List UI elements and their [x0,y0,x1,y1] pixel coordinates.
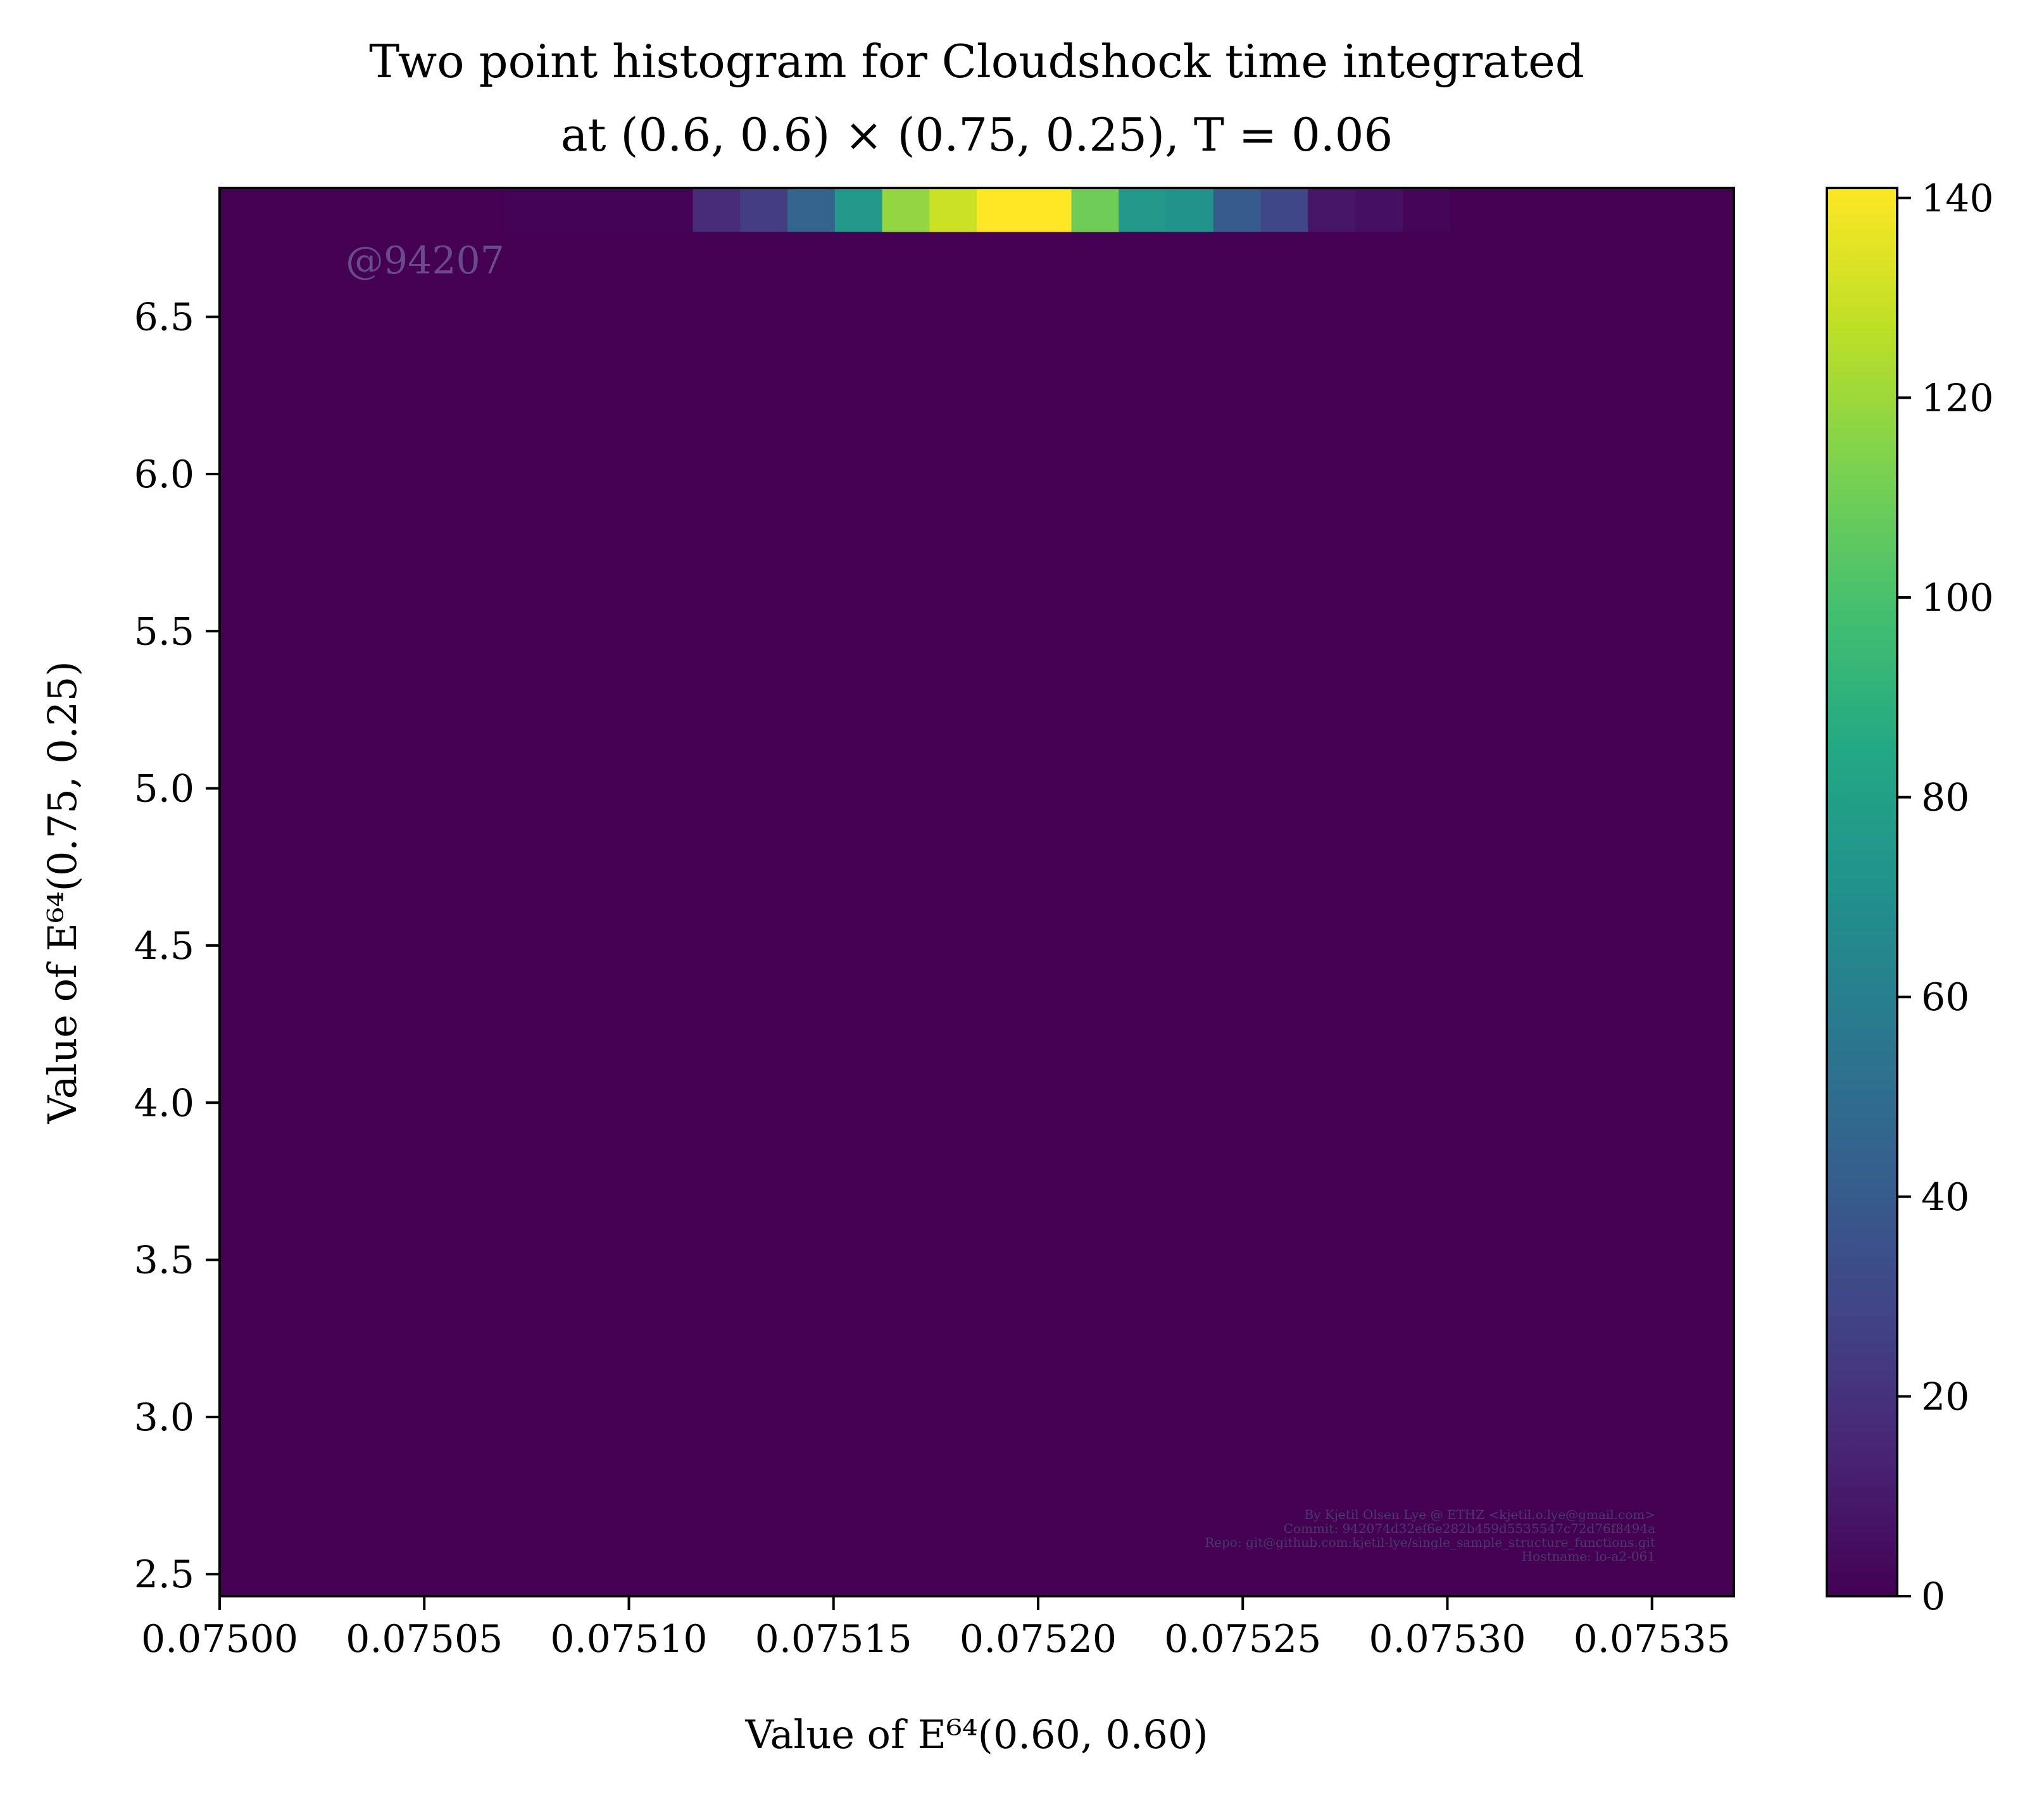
heatmap-cell [1308,188,1356,232]
colorbar-tick-label: 40 [1921,1175,1969,1220]
heatmap-cell [740,188,788,232]
x-tick-label: 0.07520 [960,1617,1117,1661]
heatmap-cell [1260,188,1308,232]
heatmap-cell [1071,188,1119,232]
x-axis-label: Value of E⁶⁴(0.60, 0.60) [744,1711,1208,1758]
y-tick-label: 3.0 [134,1396,194,1440]
colorbar-tick-label: 140 [1921,177,1994,221]
heatmap-cell [834,188,883,232]
heatmap-cell [598,188,646,232]
y-tick-label: 5.0 [134,767,194,811]
x-tick-label: 0.07525 [1164,1617,1321,1661]
heatmap-cell [1213,188,1262,232]
colorbar-tick-label: 0 [1921,1575,1945,1619]
heatmap-cell [693,188,741,232]
y-tick-label: 3.5 [134,1239,194,1283]
y-tick-label: 2.5 [134,1552,194,1597]
x-tick-label: 0.07505 [346,1617,503,1661]
x-tick-label: 0.07510 [550,1617,707,1661]
colorbar-tick-label: 20 [1921,1375,1969,1419]
colorbar-tick-label: 120 [1921,376,1994,420]
y-axis-label: Value of E⁶⁴(0.75, 0.25) [39,661,85,1124]
heatmap-cell [787,188,836,232]
watermark: @94207 [346,239,505,283]
heatmap-cell [645,188,694,232]
x-tick-label: 0.07530 [1369,1617,1526,1661]
x-axis: 0.07500 0.07505 0.07510 0.07515 0.07520 0.075… [141,1596,1731,1661]
colorbar [1826,187,1898,1597]
credit-line: Repo: git@github.com:kjetil-lye/single_s… [1205,1535,1655,1550]
y-tick-label: 4.5 [134,924,194,968]
plot-frame [218,187,1735,1597]
heatmap [220,188,1734,1596]
heatmap-background [220,188,1734,1596]
heatmap-cell [1024,188,1072,232]
heatmap-cell [1119,188,1167,232]
y-tick-label: 6.5 [134,296,194,340]
credit-line: By Kjetil Olsen Lye @ ETHZ <kjetil.o.lye… [1304,1507,1655,1522]
heatmap-cell [551,188,599,232]
credits-text: By Kjetil Olsen Lye @ ETHZ <kjetil.o.lye… [1205,1507,1655,1564]
colorbar-tick-label: 60 [1921,975,1969,1020]
x-tick-label: 0.07500 [141,1617,298,1661]
heatmap-cell [882,188,930,232]
y-tick-label: 5.5 [134,609,194,654]
heatmap-cell [929,188,977,232]
heatmap-cell [1355,188,1403,232]
y-axis: 2.5 3.0 3.5 4.0 4.5 5.0 5.5 6.0 6.5 [134,296,220,1597]
x-tick-label: 0.07535 [1574,1617,1731,1661]
y-tick-label: 6.0 [134,453,194,497]
heatmap-cell [503,188,551,232]
heatmap-cell [1402,188,1451,232]
credit-line: Commit: 942074d32ef6e282b459d5535547c72d… [1284,1521,1655,1536]
y-tick-label: 4.0 [134,1081,194,1125]
chart-title-line2: at (0.6, 0.6) × (0.75, 0.25), T = 0.06 [561,108,1393,161]
colorbar-tick-label: 100 [1921,576,1994,620]
x-tick-label: 0.07515 [755,1617,912,1661]
credit-line: Hostname: lo-a2-061 [1522,1549,1655,1564]
heatmap-cell [977,188,1025,232]
colorbar-tick-label: 80 [1921,776,1969,820]
chart-title-line1: Two point histogram for Cloudshock time … [369,35,1584,88]
colorbar-ticks: 0 20 40 60 80 100 120 140 [1897,177,1994,1619]
heatmap-cell [1166,188,1214,232]
